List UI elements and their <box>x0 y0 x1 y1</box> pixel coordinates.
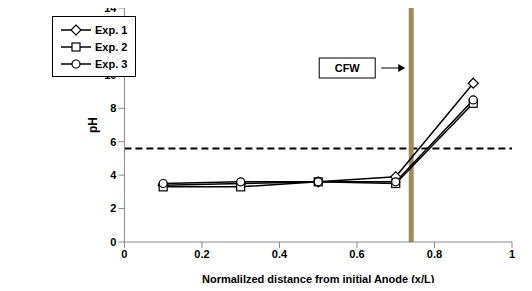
svg-text:12: 12 <box>104 35 116 47</box>
svg-text:10: 10 <box>104 69 116 81</box>
svg-text:4: 4 <box>110 169 117 181</box>
svg-text:Normalilzed distance from init: Normalilzed distance from initial Anode … <box>202 273 435 283</box>
svg-text:pH: pH <box>86 117 100 133</box>
svg-text:14: 14 <box>104 8 117 14</box>
svg-text:0.2: 0.2 <box>194 248 209 260</box>
svg-text:0.6: 0.6 <box>349 248 364 260</box>
svg-text:8: 8 <box>110 102 116 114</box>
svg-text:0: 0 <box>110 236 116 248</box>
svg-text:0: 0 <box>121 248 127 260</box>
svg-text:CFW: CFW <box>335 62 361 74</box>
svg-text:6: 6 <box>110 136 116 148</box>
svg-text:1: 1 <box>509 248 515 260</box>
svg-text:0.8: 0.8 <box>427 248 442 260</box>
svg-text:0.4: 0.4 <box>272 248 288 260</box>
svg-text:2: 2 <box>110 202 116 214</box>
